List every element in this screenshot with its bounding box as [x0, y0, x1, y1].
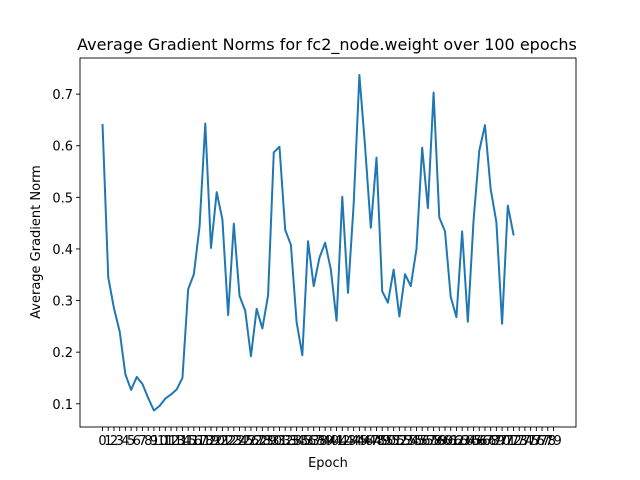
- x-tick-label: 23: [226, 434, 243, 449]
- x-tick-label: 58: [425, 434, 442, 449]
- x-tick-label: 59: [431, 434, 448, 449]
- x-tick-label: 17: [191, 434, 208, 449]
- x-tick-label: 73: [511, 434, 528, 449]
- x-tick-label: 32: [277, 434, 294, 449]
- x-tick-label: 63: [454, 434, 471, 449]
- y-axis-ticks: 0.1 0.2 0.3 0.4 0.5 0.6 0.7: [52, 88, 80, 413]
- x-tick-label: 25: [237, 434, 254, 449]
- x-tick-label: 53: [397, 434, 414, 449]
- x-tick-label: 16: [186, 434, 203, 449]
- y-tick-label: 0.3: [52, 295, 73, 310]
- chart-title: Average Gradient Norms for fc2_node.weig…: [77, 35, 577, 55]
- x-tick-label: 76: [528, 434, 545, 449]
- x-tick-label: 56: [414, 434, 431, 449]
- x-tick-label: 22: [220, 434, 237, 449]
- y-tick-label: 0.4: [52, 243, 73, 258]
- x-tick-label: 41: [328, 434, 345, 449]
- x-tick-label: 72: [505, 434, 522, 449]
- x-tick-label: 35: [294, 434, 311, 449]
- x-tick-label: 49: [374, 434, 391, 449]
- x-tick-label: 8: [144, 434, 152, 449]
- x-tick-label: 42: [334, 434, 351, 449]
- x-tick-label: 33: [283, 434, 300, 449]
- x-tick-label: 27: [248, 434, 265, 449]
- x-tick-label: 62: [448, 434, 465, 449]
- x-tick-label: 7: [138, 434, 146, 449]
- x-tick-label: 66: [471, 434, 488, 449]
- x-tick-label: 28: [254, 434, 271, 449]
- x-tick-label: 36: [300, 434, 317, 449]
- x-tick-label: 19: [203, 434, 220, 449]
- x-tick-label: 64: [460, 434, 477, 449]
- y-tick-label: 0.2: [52, 346, 73, 361]
- x-tick-label: 75: [522, 434, 539, 449]
- x-tick-label: 11: [157, 434, 174, 449]
- x-tick-label: 3: [116, 434, 124, 449]
- x-tick-label: 0: [98, 434, 106, 449]
- x-tick-label: 34: [288, 434, 305, 449]
- x-tick-label: 38: [311, 434, 328, 449]
- y-tick-label: 0.6: [52, 140, 73, 155]
- x-tick-label: 10: [151, 434, 168, 449]
- x-tick-label: 61: [442, 434, 459, 449]
- x-tick-label: 14: [174, 434, 191, 449]
- y-tick-label: 0.1: [52, 398, 73, 413]
- x-tick-label: 70: [494, 434, 511, 449]
- x-tick-label: 13: [168, 434, 185, 449]
- x-tick-label: 24: [231, 434, 248, 449]
- x-tick-label: 1: [104, 434, 112, 449]
- x-tick-label: 54: [402, 434, 419, 449]
- y-tick-label: 0.5: [52, 191, 73, 206]
- x-tick-label: 50: [380, 434, 397, 449]
- x-tick-label: 39: [317, 434, 334, 449]
- x-tick-label: 71: [500, 434, 517, 449]
- x-tick-label: 60: [437, 434, 454, 449]
- series-line: [101, 74, 515, 412]
- x-tick-label: 18: [197, 434, 214, 449]
- x-axis-label: Epoch: [308, 456, 348, 471]
- x-tick-label: 43: [340, 434, 357, 449]
- x-tick-label: 44: [345, 434, 362, 449]
- x-tick-label: 74: [517, 434, 534, 449]
- x-tick-label: 2: [110, 434, 118, 449]
- y-axis-label: Average Gradient Norm: [29, 165, 44, 319]
- x-tick-label: 31: [271, 434, 288, 449]
- x-axis-ticks: 0123456789101112131415161718192021222324…: [98, 427, 562, 449]
- x-tick-label: 37: [305, 434, 322, 449]
- x-tick-label: 9: [150, 434, 158, 449]
- x-tick-label: 4: [121, 434, 129, 449]
- y-tick-label: 0.7: [52, 88, 73, 103]
- x-tick-label: 67: [477, 434, 494, 449]
- x-tick-label: 30: [266, 434, 283, 449]
- x-tick-label: 6: [133, 434, 141, 449]
- x-tick-label: 77: [534, 434, 551, 449]
- x-tick-label: 68: [482, 434, 499, 449]
- x-tick-label: 45: [351, 434, 368, 449]
- x-tick-label: 57: [420, 434, 437, 449]
- x-tick-label: 15: [180, 434, 197, 449]
- x-tick-label: 40: [323, 434, 340, 449]
- x-tick-label: 47: [363, 434, 380, 449]
- x-tick-label: 65: [465, 434, 482, 449]
- x-tick-label: 48: [368, 434, 385, 449]
- x-tick-label: 51: [385, 434, 402, 449]
- x-tick-label: 78: [539, 434, 556, 449]
- plot-lines: [101, 74, 515, 412]
- x-tick-label: 69: [488, 434, 505, 449]
- x-tick-label: 46: [357, 434, 374, 449]
- x-tick-label: 26: [243, 434, 260, 449]
- plot-frame: [79, 57, 577, 428]
- x-tick-label: 12: [163, 434, 180, 449]
- x-tick-label: 21: [214, 434, 231, 449]
- x-tick-label: 29: [260, 434, 277, 449]
- x-tick-label: 55: [408, 434, 425, 449]
- x-tick-label: 79: [545, 434, 562, 449]
- x-tick-label: 5: [127, 434, 135, 449]
- x-tick-label: 20: [208, 434, 225, 449]
- x-tick-label: 52: [391, 434, 408, 449]
